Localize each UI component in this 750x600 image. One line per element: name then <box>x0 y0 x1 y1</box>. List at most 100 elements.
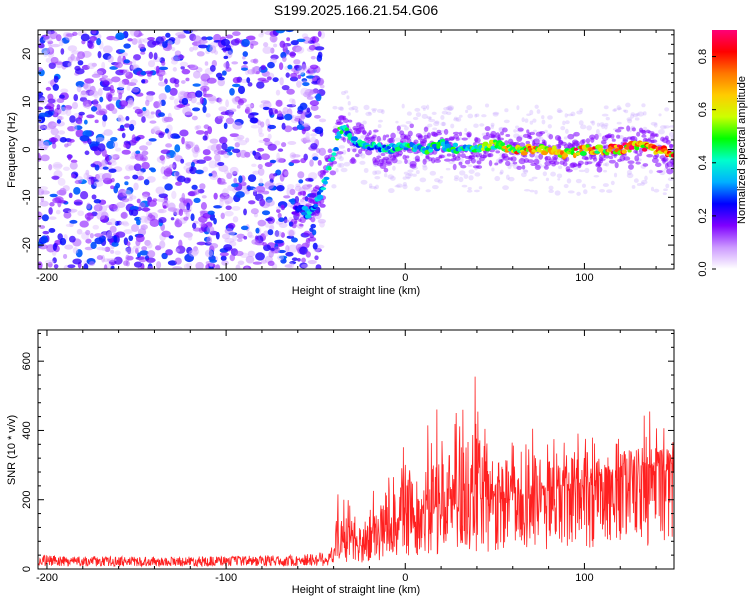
noise-blob <box>407 169 414 173</box>
noise-blob <box>237 260 245 266</box>
ridge-halo <box>417 134 424 139</box>
noise-blob <box>131 134 136 143</box>
noise-blob <box>315 264 322 269</box>
noise-blob <box>599 188 606 193</box>
noise-blob <box>591 185 596 189</box>
noise-blob <box>286 104 297 108</box>
noise-blob <box>142 194 149 199</box>
noise-blob <box>127 38 133 42</box>
noise-blob <box>642 111 647 116</box>
noise-blob <box>347 100 351 106</box>
noise-blob <box>287 244 298 253</box>
noise-blob <box>287 64 293 70</box>
noise-blob <box>260 100 271 104</box>
noise-blob <box>201 195 207 199</box>
noise-blob <box>90 241 97 250</box>
noise-blob <box>42 230 50 235</box>
noise-blob <box>297 258 301 262</box>
noise-blob <box>105 230 113 239</box>
noise-blob <box>270 47 275 54</box>
noise-blob <box>613 108 618 112</box>
noise-blob <box>268 250 274 258</box>
noise-blob <box>192 107 201 112</box>
ridge-halo <box>383 167 389 173</box>
noise-blob <box>67 45 78 52</box>
noise-blob <box>155 65 160 74</box>
noise-blob <box>90 163 97 168</box>
ridge-halo <box>577 160 584 166</box>
noise-blob <box>59 137 67 143</box>
noise-blob <box>233 137 243 142</box>
ridge-halo <box>627 160 635 165</box>
noise-blob <box>86 114 95 119</box>
noise-blob <box>590 120 594 124</box>
noise-blob <box>372 109 377 113</box>
noise-blob <box>48 227 56 233</box>
noise-blob <box>91 62 97 67</box>
ridge-core <box>452 142 459 148</box>
noise-blob <box>91 30 97 35</box>
colorbar: 0.0 0.2 0.4 0.6 0.8 Normalized spectral ampl… <box>697 30 748 277</box>
ridge-halo <box>443 128 449 135</box>
ridge-halo <box>668 143 674 148</box>
noise-blob <box>481 114 487 118</box>
noise-blob <box>343 161 351 167</box>
noise-blob <box>276 184 285 192</box>
ridge-halo <box>474 137 481 144</box>
noise-blob <box>601 113 609 117</box>
noise-blob <box>312 156 319 161</box>
noise-blob <box>110 185 115 190</box>
noise-blob <box>206 236 213 245</box>
noise-blob <box>149 120 157 124</box>
noise-blob <box>205 113 211 118</box>
noise-blob <box>82 83 89 89</box>
noise-blob <box>77 60 84 66</box>
noise-blob <box>368 111 372 115</box>
noise-blob <box>314 255 319 261</box>
ridge-halo <box>533 158 540 165</box>
noise-blob <box>222 188 229 197</box>
noise-blob <box>478 186 483 190</box>
noise-blob <box>89 232 94 239</box>
noise-blob <box>243 208 247 216</box>
noise-blob <box>96 211 106 220</box>
noise-blob <box>175 32 185 37</box>
ridge-halo <box>567 133 575 140</box>
noise-blob <box>87 40 93 49</box>
noise-blob <box>240 225 249 231</box>
y-tick-label: 600 <box>21 352 33 370</box>
noise-blob <box>183 263 191 269</box>
noise-blob <box>178 239 183 248</box>
noise-blob <box>231 97 240 103</box>
ridge-halo <box>516 136 523 142</box>
noise-blob <box>199 183 206 190</box>
noise-blob <box>162 205 167 209</box>
noise-blob <box>62 60 72 68</box>
noise-blob <box>318 147 327 156</box>
noise-blob <box>184 253 194 263</box>
noise-blob <box>260 153 271 161</box>
noise-blob <box>189 47 194 52</box>
noise-blob <box>450 123 455 129</box>
noise-blob <box>117 114 124 122</box>
noise-blob <box>308 44 316 51</box>
noise-blob <box>148 138 157 142</box>
noise-blob <box>113 256 123 265</box>
ridge-halo <box>584 156 589 161</box>
noise-blob <box>338 145 346 149</box>
ridge-halo <box>636 131 641 137</box>
noise-blob <box>414 107 421 112</box>
ridge-halo <box>426 132 431 139</box>
noise-blob <box>297 109 303 115</box>
noise-blob <box>239 149 248 158</box>
noise-blob <box>94 237 104 245</box>
noise-blob <box>300 198 305 203</box>
noise-blob <box>299 69 305 75</box>
noise-blob <box>207 145 217 151</box>
noise-blob <box>236 104 241 109</box>
noise-blob <box>213 205 223 209</box>
ridge-halo <box>409 123 414 129</box>
noise-blob <box>123 69 130 76</box>
noise-blob <box>281 256 287 261</box>
noise-blob <box>237 98 245 106</box>
